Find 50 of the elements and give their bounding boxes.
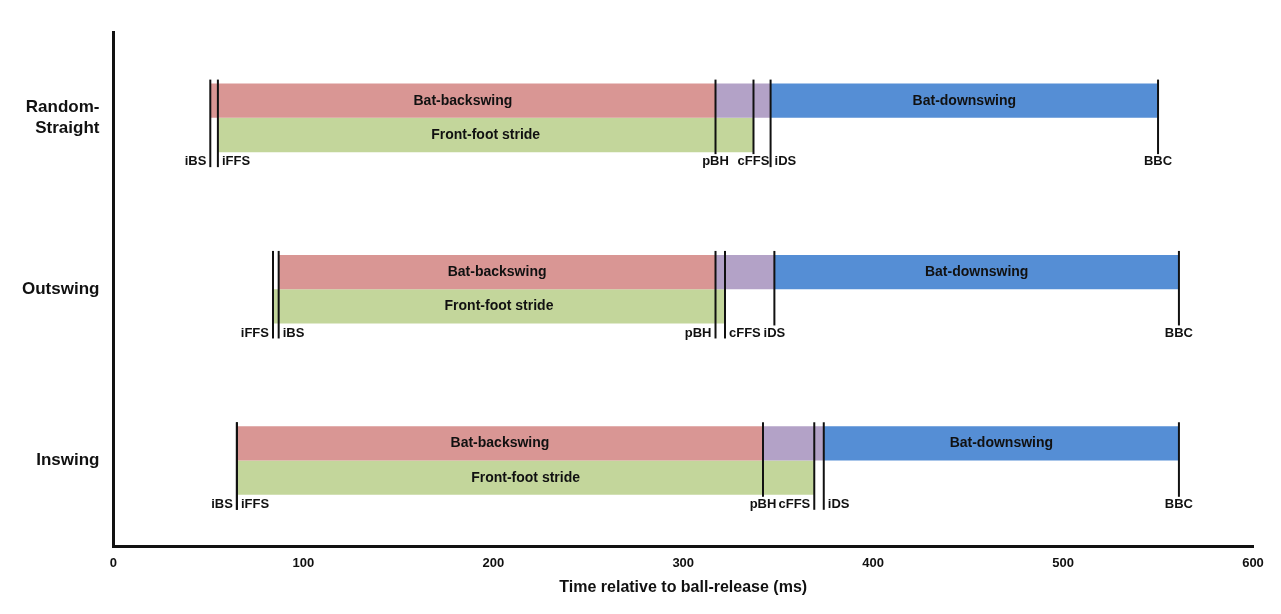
bar <box>823 426 1179 461</box>
annotation: cFFS <box>778 495 811 511</box>
bar <box>762 426 824 461</box>
annotation: iDS <box>774 153 797 169</box>
annotation: pBH <box>684 324 712 340</box>
text: Bat-backswing <box>447 262 547 279</box>
y-tick-label: Outswing <box>21 278 100 298</box>
bar <box>236 460 815 495</box>
annotation: pBH <box>749 495 777 511</box>
x-tick-label: 100 <box>292 554 315 570</box>
x-tick-label: 600 <box>1242 554 1264 570</box>
y-tick-label: Random-Straight <box>25 97 100 137</box>
annotation: cFFS <box>737 153 770 169</box>
bar <box>210 83 716 118</box>
annotation: iFFS <box>221 153 251 169</box>
annotation: iBS <box>211 495 234 511</box>
x-tick-label: 200 <box>482 554 505 570</box>
text: Bat-backswing <box>450 434 550 451</box>
annotation: iFFS <box>240 324 270 340</box>
annotation: cFFS <box>729 324 762 340</box>
series-label: Bat-backswing <box>413 91 513 108</box>
series-label: Front-foot stride <box>431 125 541 142</box>
y-tick-label: Inswing <box>36 450 100 470</box>
x-tick-label: 500 <box>1052 554 1074 570</box>
text: Front-foot stride <box>471 468 581 485</box>
x-axis-title: Time relative to ball-release (ms) <box>559 577 808 595</box>
series-label: Bat-downswing <box>912 91 1017 108</box>
bar <box>715 83 771 118</box>
annotation: BBC <box>1164 495 1194 511</box>
annotation: iDS <box>763 324 786 340</box>
bar <box>715 254 775 290</box>
annotation: BBC <box>1143 153 1173 169</box>
annotation: BBC <box>1164 324 1194 340</box>
annotation: iDS <box>827 495 850 511</box>
x-tick-label: 300 <box>672 554 695 570</box>
annotation: iFFS <box>240 495 270 511</box>
bar <box>217 117 754 153</box>
bar <box>278 254 716 290</box>
annotation: iBS <box>282 324 305 340</box>
x-tick-label: 400 <box>862 554 884 570</box>
x-tick-label: 0 <box>109 554 118 570</box>
bar <box>236 426 763 461</box>
annotation: iBS <box>184 153 207 169</box>
text: Front-foot stride <box>444 297 554 314</box>
annotation: pBH <box>702 153 729 169</box>
text: Bat-downswing <box>949 434 1054 451</box>
bar <box>770 83 1159 118</box>
text: Bat-downswing <box>924 262 1029 279</box>
bar <box>774 254 1179 290</box>
bar <box>272 289 725 324</box>
